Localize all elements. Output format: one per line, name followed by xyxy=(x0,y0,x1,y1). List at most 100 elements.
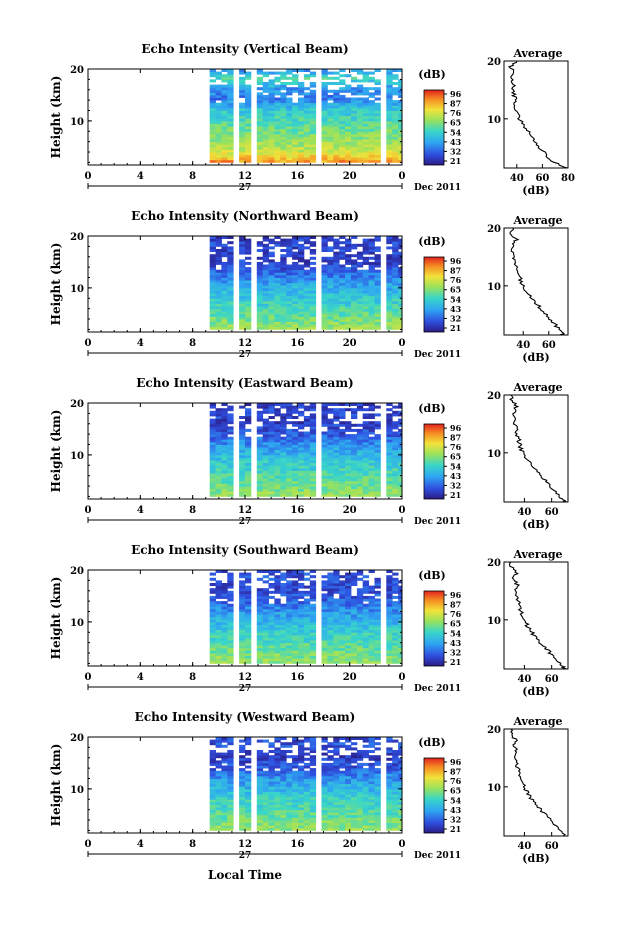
heatmap-cell xyxy=(309,585,317,589)
heatmap-cell xyxy=(339,488,346,492)
heatmap-cell xyxy=(309,269,317,273)
heatmap-cell xyxy=(339,773,346,777)
heatmap-cell xyxy=(321,408,328,412)
heatmap-cell xyxy=(298,742,305,746)
heatmap-cell xyxy=(303,473,311,477)
heatmap-cell xyxy=(333,480,340,484)
heatmap-cell xyxy=(221,491,228,495)
heatmap-cell xyxy=(286,478,293,482)
heatmap-cell xyxy=(345,133,352,137)
heatmap-cell xyxy=(292,316,299,320)
heatmap-cell xyxy=(303,590,311,594)
heatmap-cell xyxy=(351,820,358,823)
heatmap-cell xyxy=(321,601,328,605)
heatmap-cell xyxy=(309,287,317,291)
heatmap-cell xyxy=(209,326,216,330)
heatmap-cell xyxy=(339,154,346,158)
heatmap-cell xyxy=(292,619,299,623)
heatmap-cell xyxy=(227,280,234,284)
heatmap-cell xyxy=(274,236,281,239)
heatmap-cell xyxy=(392,295,399,299)
heatmap-cell xyxy=(239,436,246,440)
heatmap-cell xyxy=(262,653,269,656)
heatmap-cell xyxy=(351,133,358,137)
heatmap-cell xyxy=(227,408,234,412)
heatmap-cell xyxy=(245,403,252,406)
heatmap-cell xyxy=(351,611,358,615)
heatmap-cell xyxy=(386,254,393,258)
heatmap-cell xyxy=(398,634,403,638)
heatmap-cell xyxy=(280,326,287,330)
heatmap-cell xyxy=(362,750,369,753)
heatmap-cell xyxy=(209,647,216,651)
heatmap-cell xyxy=(280,321,287,325)
heatmap-cell xyxy=(339,827,346,831)
heatmap-cell xyxy=(339,820,346,823)
heatmap-cell xyxy=(292,580,299,584)
heatmap-cell xyxy=(327,572,334,576)
heatmap-cell xyxy=(227,303,234,307)
heatmap-cell xyxy=(209,817,216,821)
heatmap-cell xyxy=(268,120,275,124)
heatmap-cell xyxy=(351,319,358,322)
heatmap-cell xyxy=(339,267,346,271)
heatmap-cell xyxy=(362,295,369,299)
heatmap-cell xyxy=(351,788,358,792)
heatmap-cell xyxy=(286,120,293,124)
heatmap-cell xyxy=(280,144,287,148)
heatmap-cell xyxy=(333,814,340,818)
heatmap-cell xyxy=(392,136,399,140)
heatmap-cell xyxy=(368,115,375,119)
panel-1: Echo Intensity (Vertical Beam)0 4 8 12 16 20 0… xyxy=(49,42,575,197)
x-tick-label: 16 xyxy=(290,171,304,182)
heatmap-cell xyxy=(274,493,281,497)
heatmap-cell xyxy=(227,113,234,117)
heatmap-cell xyxy=(268,421,275,425)
heatmap-cell xyxy=(262,431,269,435)
heatmap-cell xyxy=(245,478,252,482)
heatmap-cell xyxy=(386,69,393,72)
heatmap-cell xyxy=(245,416,252,419)
heatmap-cell xyxy=(351,313,358,317)
heatmap-cell xyxy=(262,100,269,104)
heatmap-cell xyxy=(321,410,328,414)
heatmap-cell xyxy=(392,131,399,135)
heatmap-cell xyxy=(286,473,293,477)
heatmap-cell xyxy=(303,146,311,150)
heatmap-cell xyxy=(292,107,299,111)
heatmap-cell xyxy=(280,627,287,631)
heatmap-cell xyxy=(227,483,234,487)
heatmap-cell xyxy=(339,110,346,114)
heatmap-cell xyxy=(386,428,393,432)
heatmap-cell xyxy=(245,491,252,495)
heatmap-cell xyxy=(268,436,275,440)
heatmap-cell xyxy=(221,120,228,124)
heatmap-cell xyxy=(351,123,358,127)
heatmap-cell xyxy=(345,434,352,438)
chart-title: Echo Intensity (Northward Beam) xyxy=(131,209,359,223)
heatmap-cell xyxy=(215,632,222,636)
x-tick-label: 0 xyxy=(85,338,92,349)
heatmap-cell xyxy=(280,757,287,761)
heatmap-cell xyxy=(362,606,369,610)
heatmap-cell xyxy=(256,755,264,759)
heatmap-cell xyxy=(227,290,234,294)
heatmap-cell xyxy=(286,768,293,772)
heatmap-cell xyxy=(309,439,317,443)
heatmap-cell xyxy=(215,737,222,740)
heatmap-cell xyxy=(239,778,246,782)
heatmap-cell xyxy=(356,624,364,628)
heatmap-cell xyxy=(345,760,352,764)
heatmap-cell xyxy=(221,293,228,297)
heatmap-cell xyxy=(256,491,264,495)
heatmap-cell xyxy=(245,627,252,631)
heatmap-cell xyxy=(339,473,346,477)
heatmap-cell xyxy=(239,306,246,310)
heatmap-cell xyxy=(374,69,381,72)
heatmap-cell xyxy=(268,590,275,594)
heatmap-cell xyxy=(339,139,346,143)
heatmap-cell xyxy=(309,290,317,294)
heatmap-cell xyxy=(345,814,352,818)
heatmap-cell xyxy=(286,447,293,451)
heatmap-cell xyxy=(292,658,299,662)
